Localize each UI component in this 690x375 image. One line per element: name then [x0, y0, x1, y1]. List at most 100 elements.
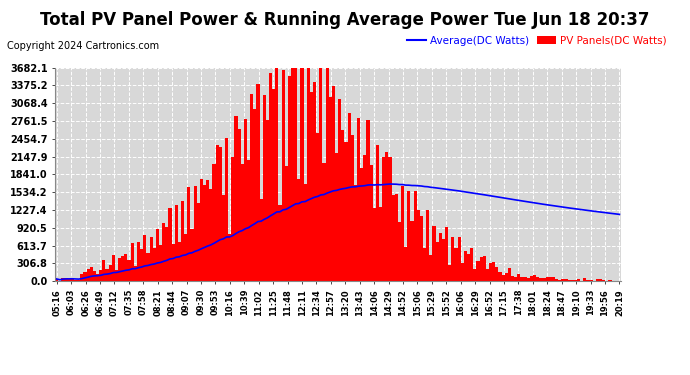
Bar — [476, 261, 480, 281]
Bar — [391, 195, 395, 281]
Bar — [83, 272, 87, 281]
Bar — [175, 205, 178, 281]
Bar — [257, 84, 259, 281]
Bar — [442, 239, 445, 281]
Bar — [99, 270, 102, 281]
Legend: Average(DC Watts), PV Panels(DC Watts): Average(DC Watts), PV Panels(DC Watts) — [403, 32, 671, 50]
Bar — [68, 279, 71, 281]
Bar — [363, 154, 366, 281]
Bar — [495, 267, 498, 281]
Bar — [140, 249, 144, 281]
Bar — [577, 279, 580, 281]
Bar — [388, 157, 391, 281]
Bar — [580, 280, 583, 281]
Bar — [568, 280, 571, 281]
Bar — [498, 272, 502, 281]
Bar — [457, 237, 461, 281]
Bar — [288, 76, 291, 281]
Bar — [87, 269, 90, 281]
Bar — [59, 280, 61, 281]
Bar — [439, 232, 442, 281]
Bar — [599, 279, 602, 281]
Bar — [300, 68, 304, 281]
Bar — [385, 152, 388, 281]
Bar — [90, 267, 93, 281]
Bar — [420, 216, 423, 281]
Bar — [225, 138, 228, 281]
Bar — [589, 280, 593, 281]
Bar — [319, 68, 322, 281]
Bar — [455, 248, 457, 281]
Bar — [93, 271, 96, 281]
Bar — [269, 73, 272, 281]
Bar — [121, 256, 124, 281]
Bar — [533, 275, 536, 281]
Bar — [263, 95, 266, 281]
Bar — [313, 82, 316, 281]
Bar — [168, 208, 172, 281]
Bar — [228, 234, 231, 281]
Bar — [237, 129, 241, 281]
Bar — [156, 229, 159, 281]
Bar — [144, 235, 146, 281]
Bar — [297, 179, 300, 281]
Bar — [65, 278, 68, 281]
Bar — [511, 276, 514, 281]
Bar — [152, 248, 156, 281]
Bar — [596, 279, 599, 281]
Bar — [247, 160, 250, 281]
Bar — [360, 168, 363, 281]
Bar — [181, 201, 184, 281]
Bar — [571, 279, 574, 281]
Bar — [282, 69, 285, 281]
Bar — [310, 92, 313, 281]
Bar — [480, 257, 483, 281]
Bar — [108, 264, 112, 281]
Bar — [278, 205, 282, 281]
Bar — [215, 146, 219, 281]
Bar — [366, 120, 370, 281]
Bar — [429, 255, 433, 281]
Bar — [615, 280, 618, 281]
Bar — [272, 89, 275, 281]
Bar — [376, 145, 379, 281]
Bar — [351, 135, 354, 281]
Bar — [508, 268, 511, 281]
Bar — [514, 277, 518, 281]
Bar — [291, 68, 294, 281]
Bar — [250, 94, 253, 281]
Bar — [445, 226, 448, 281]
Bar — [128, 260, 130, 281]
Bar — [379, 207, 382, 281]
Bar — [206, 180, 209, 281]
Bar — [404, 247, 407, 281]
Bar — [470, 248, 473, 281]
Bar — [564, 279, 568, 281]
Bar — [354, 185, 357, 281]
Bar — [558, 280, 561, 281]
Bar — [106, 269, 108, 281]
Bar — [219, 147, 221, 281]
Bar — [162, 223, 165, 281]
Bar — [96, 273, 99, 281]
Bar — [304, 184, 306, 281]
Bar — [74, 280, 77, 281]
Bar — [102, 260, 106, 281]
Bar — [555, 279, 558, 281]
Bar — [172, 244, 175, 281]
Bar — [231, 157, 235, 281]
Bar — [467, 254, 470, 281]
Bar — [137, 242, 140, 281]
Bar — [335, 153, 338, 281]
Bar — [316, 133, 319, 281]
Bar — [213, 164, 215, 281]
Bar — [342, 130, 344, 281]
Bar — [165, 227, 168, 281]
Bar — [221, 195, 225, 281]
Bar — [61, 278, 65, 281]
Bar — [55, 279, 59, 281]
Bar — [294, 68, 297, 281]
Bar — [464, 251, 467, 281]
Bar — [209, 189, 213, 281]
Bar — [583, 278, 586, 281]
